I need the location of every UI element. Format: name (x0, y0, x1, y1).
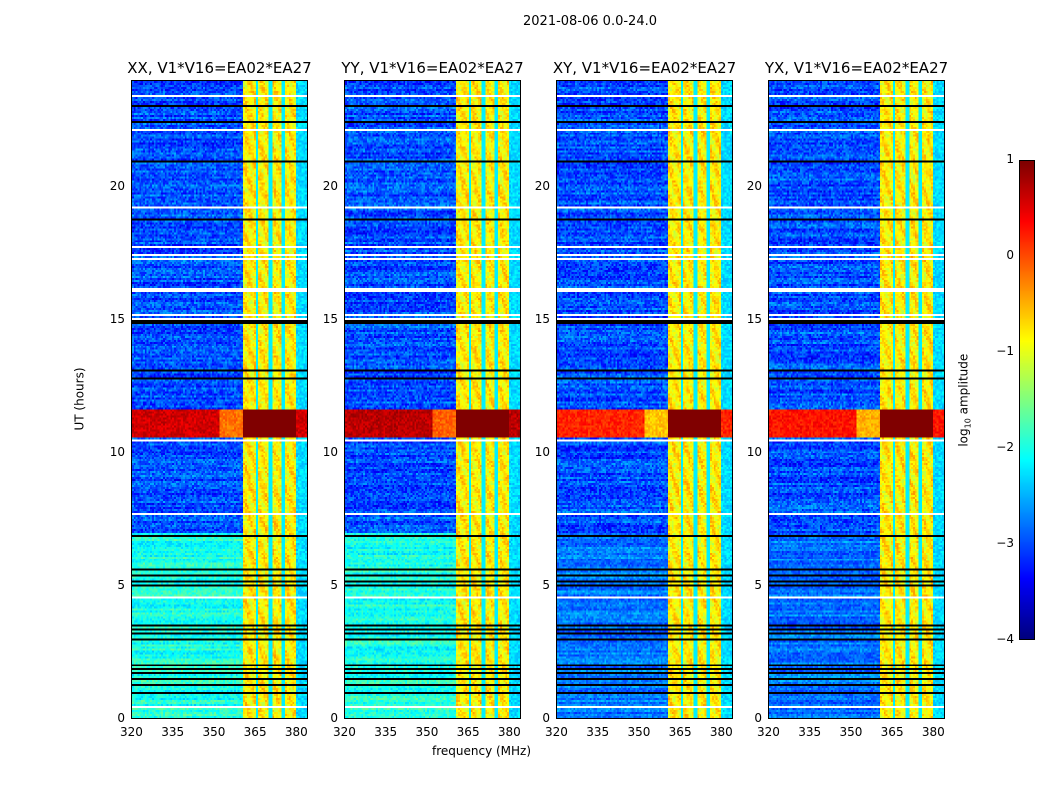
y-tick-label: 20 (746, 178, 762, 193)
y-tick-label: 5 (330, 577, 338, 592)
y-tick-label: 5 (754, 577, 762, 592)
colorbar-tick-label: −2 (996, 440, 1014, 454)
waterfall-panel-xy (556, 80, 733, 719)
y-tick-label: 5 (542, 577, 550, 592)
y-tick-label: 5 (117, 577, 125, 592)
colorbar-tick-label: 0 (1006, 248, 1014, 262)
x-tick-label: 365 (456, 725, 480, 739)
x-tick-label: 350 (627, 725, 651, 739)
waterfall-panel-yy (344, 80, 521, 719)
y-tick-label: 15 (109, 311, 125, 326)
figure-title: 2021-08-06 0.0-24.0 (523, 14, 657, 29)
y-tick-label: 0 (754, 711, 762, 725)
y-tick-label: 10 (534, 444, 550, 459)
y-tick-label: 15 (322, 311, 338, 326)
y-axis-label: UT (hours) (72, 367, 87, 431)
x-tick-label: 350 (415, 725, 439, 739)
y-tick-label: 15 (746, 311, 762, 326)
x-tick-label: 320 (120, 725, 143, 739)
panel-title: XY, V1*V16=EA02*EA27 (552, 59, 737, 77)
y-tick-label: 20 (322, 178, 338, 193)
x-tick-label: 380 (709, 725, 733, 739)
y-tick-label: 15 (534, 311, 550, 326)
x-tick-label: 335 (161, 725, 185, 739)
x-tick-label: 335 (798, 725, 822, 739)
heatmap-image (132, 81, 307, 718)
heatmap-image (345, 81, 520, 718)
colorbar-tick-label: −3 (996, 536, 1014, 550)
y-tick-label: 20 (109, 178, 125, 193)
colorbar-label: log10 amplitude (956, 353, 973, 447)
waterfall-panel-yx (768, 80, 945, 719)
x-tick-label: 335 (586, 725, 610, 739)
x-tick-label: 380 (921, 725, 945, 739)
waterfall-panel-xx (131, 80, 308, 719)
y-tick-label: 0 (542, 711, 550, 725)
panel-title: YX, V1*V16=EA02*EA27 (764, 59, 949, 77)
x-tick-label: 320 (333, 725, 356, 739)
colorbar-tick-label: −4 (996, 632, 1014, 646)
x-tick-label: 365 (243, 725, 267, 739)
panel-title: YY, V1*V16=EA02*EA27 (341, 59, 524, 77)
heatmap-image (557, 81, 732, 718)
x-tick-label: 365 (668, 725, 692, 739)
y-tick-label: 10 (746, 444, 762, 459)
panel-title: XX, V1*V16=EA02*EA27 (127, 59, 312, 77)
y-tick-label: 10 (109, 444, 125, 459)
x-tick-label: 365 (880, 725, 904, 739)
y-tick-label: 0 (117, 711, 125, 725)
x-tick-label: 335 (374, 725, 398, 739)
x-tick-label: 350 (202, 725, 226, 739)
colorbar-tick-label: 1 (1006, 152, 1014, 166)
x-tick-label: 380 (284, 725, 308, 739)
y-tick-label: 20 (534, 178, 550, 193)
x-tick-label: 350 (839, 725, 863, 739)
colorbar-tick-label: −1 (996, 344, 1014, 358)
x-tick-label: 320 (757, 725, 780, 739)
y-tick-label: 10 (322, 444, 338, 459)
colorbar (1019, 160, 1035, 640)
y-tick-label: 0 (330, 711, 338, 725)
x-axis-label: frequency (MHz) (432, 744, 532, 758)
x-tick-label: 320 (545, 725, 568, 739)
x-tick-label: 380 (497, 725, 521, 739)
heatmap-image (769, 81, 944, 718)
